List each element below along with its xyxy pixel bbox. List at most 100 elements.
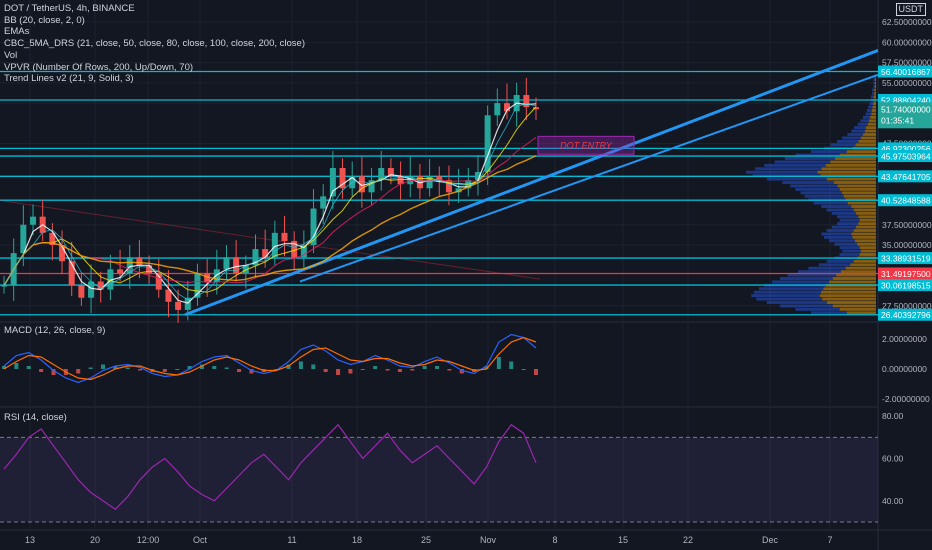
macd-label[interactable]: MACD (12, 26, close, 9) (4, 325, 106, 336)
volume-profile-bar-down (854, 239, 876, 243)
moving-average-line (3, 103, 537, 301)
volume-profile-bar-down (842, 191, 876, 195)
candle-body (271, 232, 278, 258)
rsi-label[interactable]: RSI (14, close) (4, 412, 67, 423)
level-label: 46.92300256 (881, 144, 931, 154)
volume-profile-bar-up (787, 273, 837, 277)
volume-profile-bar-down (873, 102, 876, 106)
macd-histogram-bar (175, 369, 180, 370)
indicator-trendlines[interactable]: Trend Lines v2 (21, 9, Solid, 3) (4, 73, 134, 85)
candle-body (30, 216, 37, 225)
volume-profile-bar-up (837, 222, 859, 226)
level-label: 26.40392796 (881, 310, 931, 320)
chart-legend: DOT / TetherUS, 4h, BINANCE BB (20, clos… (4, 3, 305, 85)
volume-profile-bar-up (818, 263, 851, 267)
volume-profile-bar-up (872, 88, 875, 92)
volume-profile-bar-down (858, 139, 876, 143)
y-tick-label: 57.50000000 (882, 58, 932, 68)
volume-profile-bar-up (834, 242, 858, 246)
volume-profile-bar-down (833, 181, 876, 184)
indicator-vpvr[interactable]: VPVR (Number Of Rows, 200, Up/Down, 70) (4, 61, 194, 73)
x-tick-label: 12:00 (137, 535, 160, 545)
macd-histogram-bar (39, 369, 44, 372)
macd-histogram-bar (125, 367, 130, 369)
volume-profile-bar-down (832, 277, 876, 280)
macd-histogram-bar (138, 369, 143, 371)
macd-histogram-bar (14, 363, 19, 369)
volume-profile-bar-up (795, 307, 840, 311)
volume-profile-bar-up (847, 133, 864, 136)
volume-profile-bar-up (772, 280, 830, 284)
volume-profile-bar-up (873, 85, 875, 88)
volume-profile-bar-up (755, 167, 822, 171)
indicator-emas[interactable]: EMAs (4, 26, 30, 38)
volume-profile-bar-up (872, 91, 875, 95)
x-tick-label: 22 (683, 535, 693, 545)
macd-y-tick: 2.00000000 (882, 334, 927, 344)
volume-profile-bar-up (839, 218, 860, 222)
candle-body (329, 168, 336, 197)
candle-body (242, 265, 249, 274)
volume-profile-bar-down (843, 194, 876, 198)
level-label-bg (878, 150, 932, 163)
volume-profile-bar-up (813, 201, 848, 205)
volume-profile-bar-up (842, 136, 861, 140)
candle-body (358, 176, 365, 193)
level-label: 52.88804240 (881, 95, 931, 105)
volume-profile-bar-down (857, 242, 876, 246)
volume-profile-bar-down (874, 78, 876, 82)
volume-profile-bar-up (830, 143, 856, 147)
currency-badge[interactable]: USDT (895, 3, 926, 16)
indicator-bb[interactable]: BB (20, close, 2, 0) (4, 14, 85, 26)
macd-histogram-bar (496, 357, 501, 369)
candle-body (184, 297, 191, 310)
y-tick-label: 35.00000000 (882, 240, 932, 250)
volume-profile-bar-up (837, 215, 859, 219)
rsi-y-tick: 60.00 (882, 454, 904, 464)
candle-body (107, 269, 114, 290)
macd-histogram-bar (397, 369, 402, 372)
volume-profile-bar-up (839, 246, 860, 250)
volume-profile-bar-down (867, 122, 876, 126)
level-label-bg (878, 170, 932, 183)
macd-histogram-bar (373, 366, 378, 369)
volume-profile-bar-down (823, 287, 876, 291)
candle-body (445, 180, 452, 193)
volume-profile-bar-up (873, 78, 875, 82)
volume-profile-bar-down (839, 153, 876, 157)
macd-histogram-bar (336, 369, 341, 375)
volume-profile-bar-up (868, 105, 873, 109)
x-tick-label: 15 (618, 535, 628, 545)
volume-profile-bar-down (871, 112, 876, 116)
volume-profile-bar-up (821, 232, 852, 236)
x-tick-label: 13 (25, 535, 35, 545)
volume-profile-bar-up (837, 139, 859, 143)
candle-body (484, 115, 491, 173)
candle-body (126, 257, 133, 274)
signal-line (3, 336, 537, 381)
macd-histogram-bar (385, 369, 390, 371)
volume-profile-bar-up (751, 294, 820, 298)
macd-histogram-bar (26, 366, 31, 369)
volume-profile-bar-down (871, 109, 876, 112)
candle-body (20, 224, 27, 254)
volume-profile-bar-up (785, 157, 836, 160)
indicator-cbc[interactable]: CBC_5MA_DRS (21, close, 50, close, 80, c… (4, 38, 305, 50)
x-tick-label: Oct (193, 535, 208, 545)
volume-profile-bar-down (874, 88, 876, 92)
macd-y-tick: -2.00000000 (882, 394, 930, 404)
candle-body (117, 269, 124, 274)
macd-histogram-bar (534, 369, 538, 375)
last-price-label: 51.74000000 (881, 104, 931, 114)
candle-body (165, 289, 172, 302)
candle-body (233, 257, 240, 274)
volume-profile-bar-down (836, 273, 876, 277)
volume-profile-bar-up (873, 81, 875, 85)
volume-profile-bar-down (853, 229, 876, 232)
x-tick-label: 8 (552, 535, 557, 545)
candle-body (252, 249, 259, 266)
indicator-vol[interactable]: Vol (4, 49, 18, 61)
level-label: 56.40016867 (881, 67, 931, 77)
candle-body (320, 196, 327, 209)
